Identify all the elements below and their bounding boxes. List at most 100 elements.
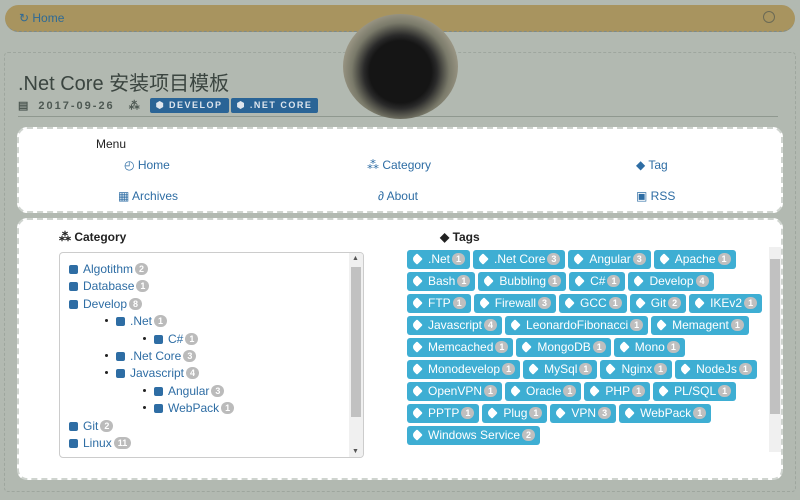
tag-icon xyxy=(478,297,490,309)
menu-item-rss[interactable]: ▣ RSS xyxy=(636,189,676,203)
count-badge: 2 xyxy=(100,419,114,432)
category-label: Git xyxy=(83,418,99,433)
tag-label: FTP xyxy=(428,296,451,310)
category-item[interactable]: Git 2 xyxy=(69,418,363,435)
tag-icon xyxy=(527,363,539,375)
tag-label: .Net xyxy=(428,252,451,266)
category-item[interactable]: .Net 1 xyxy=(69,313,363,330)
tag-icon xyxy=(509,319,521,331)
category-label-develop[interactable]: ⬢ DEVELOP xyxy=(149,98,229,113)
tag-item[interactable]: IKEv2 1 xyxy=(689,294,763,313)
tag-item[interactable]: Monodevelop 1 xyxy=(407,360,521,379)
tag-icon xyxy=(658,253,670,265)
count-badge: 1 xyxy=(632,385,646,397)
count-badge: 3 xyxy=(183,349,197,362)
menu-item-category[interactable]: ⁂ Category xyxy=(367,158,432,172)
menu-label: Tag xyxy=(648,158,668,172)
tags-title: Tags xyxy=(452,230,480,244)
tag-item[interactable]: Bash 1 xyxy=(407,272,476,291)
cubes-icon: ⁂ xyxy=(128,100,142,112)
count-badge: 1 xyxy=(563,385,577,397)
tag-icon xyxy=(411,297,423,309)
category-item[interactable]: Algotithm 2 xyxy=(69,261,363,278)
category-item[interactable]: Database 1 xyxy=(69,278,363,295)
tag-item[interactable]: Bubbling 1 xyxy=(478,272,567,291)
tag-item[interactable]: MongoDB 1 xyxy=(516,338,611,357)
cube-icon xyxy=(69,421,78,431)
tag-item[interactable]: NodeJs 1 xyxy=(675,360,757,379)
tag-item[interactable]: Develop 4 xyxy=(628,272,714,291)
menu-item-archives[interactable]: ▦ Archives xyxy=(118,189,179,203)
tag-icon xyxy=(482,275,495,287)
cube-icon xyxy=(69,265,78,274)
count-badge: 2 xyxy=(522,429,536,441)
tag-item[interactable]: Plug 1 xyxy=(482,404,548,423)
tag-label: PL/SQL xyxy=(674,384,717,398)
tag-icon xyxy=(634,297,646,309)
tag-item[interactable]: MySql 1 xyxy=(523,360,598,379)
bullet xyxy=(105,353,108,357)
tag-label: Angular xyxy=(589,252,631,266)
tag-item[interactable]: WebPack 1 xyxy=(619,404,712,423)
menu-item-tag[interactable]: ◆ Tag xyxy=(636,158,668,172)
tag-icon xyxy=(486,407,499,419)
category-scrollbar[interactable]: ▲ ▼ xyxy=(349,253,363,457)
tag-icon xyxy=(411,253,423,265)
tag-icon xyxy=(411,407,423,419)
menu-panel: Menu ◴ Home ⁂ Category ◆ Tag ▦ Archives … xyxy=(17,127,783,213)
tag-item[interactable]: Windows Service 2 xyxy=(407,426,541,445)
tag-label: Monodevelop xyxy=(428,362,501,376)
settings-icon[interactable] xyxy=(763,11,775,23)
tag-item[interactable]: Oracle 1 xyxy=(505,382,582,401)
category-item[interactable]: Angular 3 xyxy=(69,383,363,400)
count-badge: 1 xyxy=(666,341,680,353)
tag-label: OpenVPN xyxy=(428,384,483,398)
tag-item[interactable]: PHP 1 xyxy=(584,382,651,401)
tag-item[interactable]: Angular 3 xyxy=(568,250,651,269)
menu-label: Category xyxy=(382,158,432,172)
tags-scrollbar[interactable] xyxy=(769,247,781,452)
tag-item[interactable]: C# 1 xyxy=(569,272,626,291)
tag-item[interactable]: OpenVPN 1 xyxy=(407,382,503,401)
count-badge: 1 xyxy=(717,253,731,265)
tag-item[interactable]: PPTP 1 xyxy=(407,404,480,423)
menu-item-home[interactable]: ◴ Home xyxy=(124,158,170,172)
tag-item[interactable]: Apache 1 xyxy=(653,250,736,269)
category-item[interactable]: .Net Core 3 xyxy=(69,348,363,365)
tag-item[interactable]: Memagent 1 xyxy=(651,316,749,335)
category-item[interactable]: Linux 11 xyxy=(69,435,363,452)
tag-item[interactable]: FTP 1 xyxy=(407,294,471,313)
tag-item[interactable]: Nginx 1 xyxy=(600,360,673,379)
tag-item[interactable]: Memcached 1 xyxy=(407,338,514,357)
category-item[interactable]: Javascript 4 xyxy=(69,365,363,382)
tag-item[interactable]: .Net Core 3 xyxy=(473,250,566,269)
category-item[interactable]: Develop 8 xyxy=(69,296,363,313)
cube-icon xyxy=(154,334,163,344)
home-link[interactable]: ↻ Home xyxy=(19,11,65,25)
tag-item[interactable]: Mono 1 xyxy=(613,338,685,357)
tag-item[interactable]: Git 2 xyxy=(629,294,687,313)
tag-icon xyxy=(632,275,645,287)
tag-item[interactable]: VPN 3 xyxy=(550,404,617,423)
tag-label: Git xyxy=(650,296,667,310)
category-item[interactable]: WebPack 1 xyxy=(69,400,363,417)
category-item[interactable]: C# 1 xyxy=(69,331,363,348)
count-badge: 1 xyxy=(718,385,732,397)
tag-item[interactable]: Javascript 4 xyxy=(407,316,503,335)
menu-item-about[interactable]: ∂ About xyxy=(378,189,418,203)
cube-icon xyxy=(116,351,125,361)
count-badge: 2 xyxy=(135,263,149,275)
category-title: Category xyxy=(74,230,127,244)
tag-icon xyxy=(623,407,635,419)
bullet xyxy=(105,371,108,375)
tag-item[interactable]: PL/SQL 1 xyxy=(653,382,737,401)
category-label-net-core[interactable]: ⬢ .NET CORE xyxy=(230,98,319,113)
count-badge: 1 xyxy=(630,319,644,331)
tag-label: Javascript xyxy=(428,318,483,332)
tag-item[interactable]: LeonardoFibonacci 1 xyxy=(505,316,649,335)
tag-item[interactable]: .Net 1 xyxy=(407,250,471,269)
tag-item[interactable]: Firewall 3 xyxy=(473,294,557,313)
count-badge: 3 xyxy=(547,253,561,265)
tag-item[interactable]: GCC 1 xyxy=(559,294,627,313)
count-badge: 8 xyxy=(129,297,143,310)
